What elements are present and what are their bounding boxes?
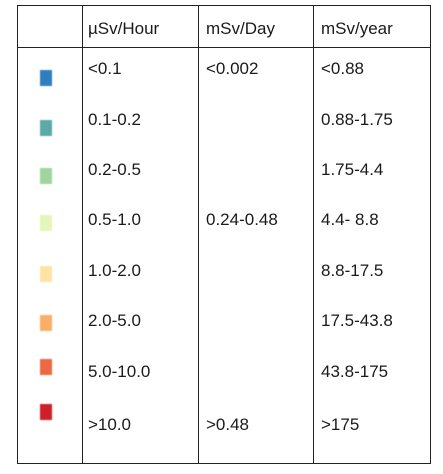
color-swatch: [40, 215, 52, 231]
msv-year-cell: 43.8-175: [321, 362, 389, 381]
usv-hour-cell: 0.1-0.2: [88, 110, 141, 129]
usv-hour-cell: 2.0-5.0: [88, 311, 141, 330]
header-usv-hour: µSv/Hour: [88, 19, 160, 38]
usv-hour-cell: 1.0-2.0: [88, 261, 141, 280]
msv-year-cell: >175: [321, 415, 360, 434]
msv-day-cell: 0.24-0.48: [206, 210, 278, 229]
msv-day-cell: <0.002: [206, 59, 259, 78]
msv-year-cell: 4.4- 8.8: [321, 210, 379, 229]
msv-day-cell: >0.48: [206, 415, 250, 434]
usv-hour-cell: <0.1: [88, 59, 122, 78]
msv-year-cell: 1.75-4.4: [321, 160, 384, 179]
color-swatch: [40, 359, 52, 375]
msv-year-cell: <0.88: [321, 59, 365, 78]
header-divider: [18, 47, 430, 48]
color-swatch: [40, 404, 52, 420]
color-swatch: [40, 266, 52, 282]
msv-year-cell: 8.8-17.5: [321, 261, 384, 280]
column-divider: [82, 6, 83, 463]
column-divider: [313, 6, 314, 463]
header-msv-year: mSv/year: [321, 19, 393, 38]
msv-year-cell: 0.88-1.75: [321, 110, 393, 129]
usv-hour-cell: 5.0-10.0: [88, 362, 151, 381]
usv-hour-cell: 0.2-0.5: [88, 160, 141, 179]
usv-hour-cell: >10.0: [88, 415, 132, 434]
column-divider: [198, 6, 199, 463]
msv-year-cell: 17.5-43.8: [321, 311, 393, 330]
color-swatch: [40, 70, 52, 86]
color-swatch: [40, 315, 52, 331]
header-msv-day: mSv/Day: [206, 19, 275, 38]
color-swatch: [40, 168, 52, 184]
radiation-dose-legend-table: µSv/Hour mSv/Day mSv/year <0.1 <0.002 <0…: [17, 5, 431, 464]
usv-hour-cell: 0.5-1.0: [88, 210, 141, 229]
color-swatch: [40, 120, 52, 136]
